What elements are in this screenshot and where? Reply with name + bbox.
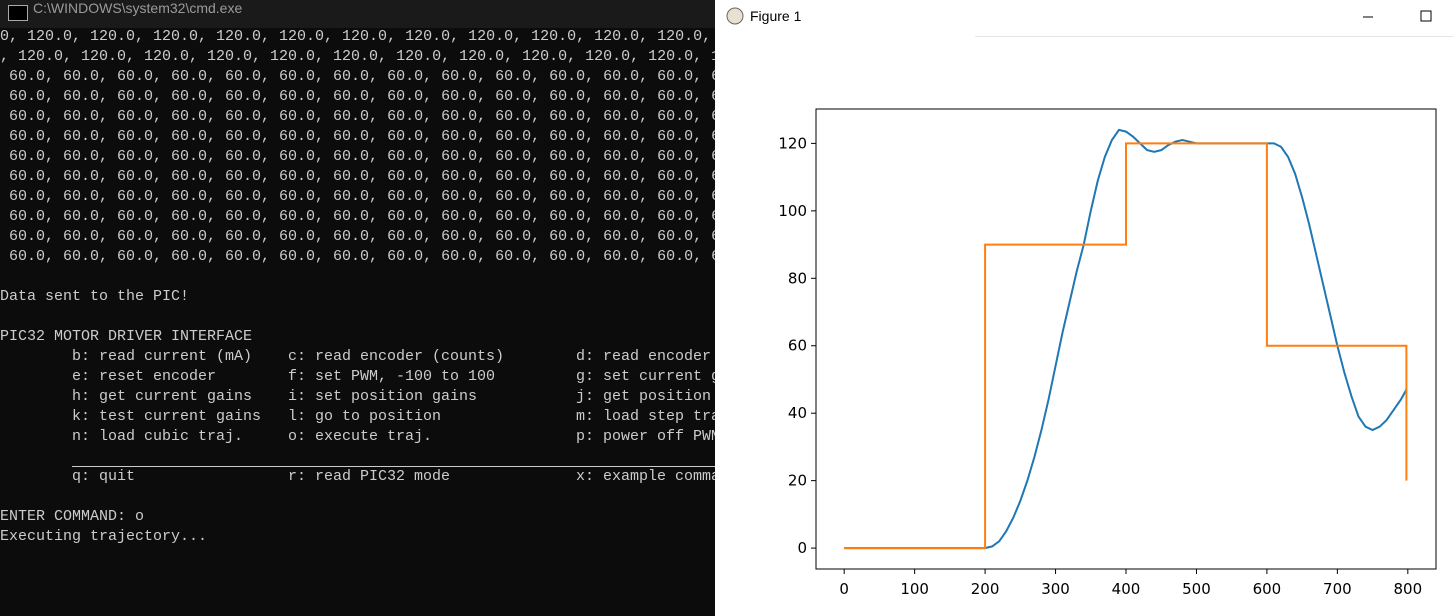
x-tick-label: 200 [971,580,1000,598]
console-text: e: reset encoder [72,368,217,385]
figure-window: Figure 1 0 100 200 300 400 500 600 700 800 0 20 40 6… [715,0,1453,616]
y-tick-label: 20 [788,472,807,490]
console-text: PIC32 MOTOR DRIVER INTERFACE [0,328,253,345]
console-text: g: set current g [576,368,715,385]
console-text: Data sent to the PIC! [0,288,190,305]
console-text: Executing trajectory... [0,528,208,545]
maximize-button[interactable] [1420,10,1432,22]
console-text: ENTER COMMAND: o [0,508,145,525]
console-text: 60.0, 60.0, 60.0, 60.0, 60.0, 60.0, 60.0… [0,228,715,245]
console-text: m: load step tra [576,408,715,425]
x-tick-label: 500 [1182,580,1211,598]
console-text: , 120.0, 120.0, 120.0, 120.0, 120.0, 120… [0,48,715,65]
console-text: k: test current gains [72,408,262,425]
x-tick-label: 300 [1041,580,1070,598]
data-line [844,142,1408,550]
console-text: o: execute traj. [288,428,433,445]
y-tick-label: 0 [797,539,807,557]
console-text: d: read encoder [576,348,712,365]
x-tick-label: 800 [1393,580,1422,598]
x-tick-label: 0 [839,580,849,598]
x-tick-label: 600 [1253,580,1282,598]
console-text: 60.0, 60.0, 60.0, 60.0, 60.0, 60.0, 60.0… [0,108,715,125]
console-text: i: set position gains [288,388,478,405]
x-tick-label: 100 [900,580,929,598]
y-tick-label: 60 [788,337,807,355]
data-line [844,128,1408,550]
console-text: 60.0, 60.0, 60.0, 60.0, 60.0, 60.0, 60.0… [0,88,715,105]
console-text: l: go to position [288,408,442,425]
console-text: 60.0, 60.0, 60.0, 60.0, 60.0, 60.0, 60.0… [0,148,715,165]
console-text: r: read PIC32 mode [288,468,451,485]
cmd-window: C:\WINDOWS\system32\cmd.exe 0, 120.0, 12… [0,0,715,616]
console-text: n: load cubic traj. [72,428,244,445]
console-text: f: set PWM, -100 to 100 [288,368,496,385]
y-tick-label: 120 [778,134,807,152]
separator [72,466,715,467]
console-text: q: quit [72,468,136,485]
y-tick-label: 40 [788,404,807,422]
console-text: 60.0, 60.0, 60.0, 60.0, 60.0, 60.0, 60.0… [0,208,715,225]
console-text: p: power off PWM [576,428,715,445]
console-text: 0, 120.0, 120.0, 120.0, 120.0, 120.0, 12… [0,28,712,45]
window-title: C:\WINDOWS\system32\cmd.exe [33,0,243,16]
window-title: Figure 1 [750,8,802,24]
y-tick-label: 100 [778,202,807,220]
console-text: h: get current gains [72,388,253,405]
app-icon [726,7,744,25]
app-icon [8,5,28,21]
console-text: x: example comma [576,468,715,485]
x-tick-label: 400 [1112,580,1141,598]
console-text: 60.0, 60.0, 60.0, 60.0, 60.0, 60.0, 60.0… [0,68,715,85]
console-text: b: read current (mA) [72,348,253,365]
console-text: 60.0, 60.0, 60.0, 60.0, 60.0, 60.0, 60.0… [0,248,715,265]
x-tick-label: 700 [1323,580,1352,598]
title-bar: C:\WINDOWS\system32\cmd.exe [0,0,715,28]
console-text: j: get position [576,388,712,405]
y-tick-label: 80 [788,269,807,287]
console-text: 60.0, 60.0, 60.0, 60.0, 60.0, 60.0, 60.0… [0,188,715,205]
console-text: 60.0, 60.0, 60.0, 60.0, 60.0, 60.0, 60.0… [0,128,715,145]
console-text: 60.0, 60.0, 60.0, 60.0, 60.0, 60.0, 60.0… [0,168,715,185]
console-text: c: read encoder (counts) [288,348,505,365]
title-bar [715,0,1453,36]
